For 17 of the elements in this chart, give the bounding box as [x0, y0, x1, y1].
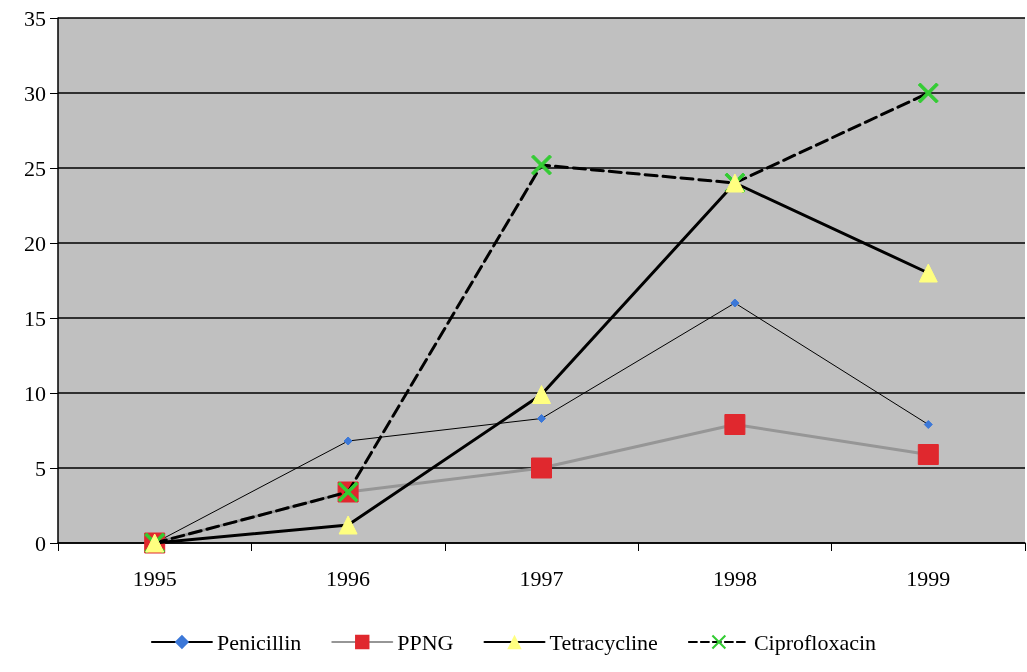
x-tick-label: 1997 — [519, 565, 564, 591]
y-tick-label: 15 — [24, 305, 46, 331]
legend-label: Penicillin — [216, 629, 302, 655]
y-tick-label: 10 — [24, 380, 46, 406]
y-tick-label: 20 — [24, 230, 46, 256]
y-tick-label: 0 — [35, 530, 46, 556]
x-tick-label: 1998 — [712, 565, 757, 591]
legend-label: PPNG — [397, 629, 454, 655]
legend-label: Tetracycline — [549, 629, 658, 655]
y-tick-label: 30 — [24, 80, 46, 106]
y-tick-label: 5 — [35, 455, 46, 481]
y-tick-label: 25 — [24, 155, 46, 181]
x-tick-label: 1995 — [132, 565, 177, 591]
y-tick-label: 35 — [24, 5, 46, 31]
x-tick-label: 1999 — [906, 565, 951, 591]
legend-label: Ciprofloxacin — [753, 629, 877, 655]
x-tick-label: 1996 — [326, 565, 371, 591]
